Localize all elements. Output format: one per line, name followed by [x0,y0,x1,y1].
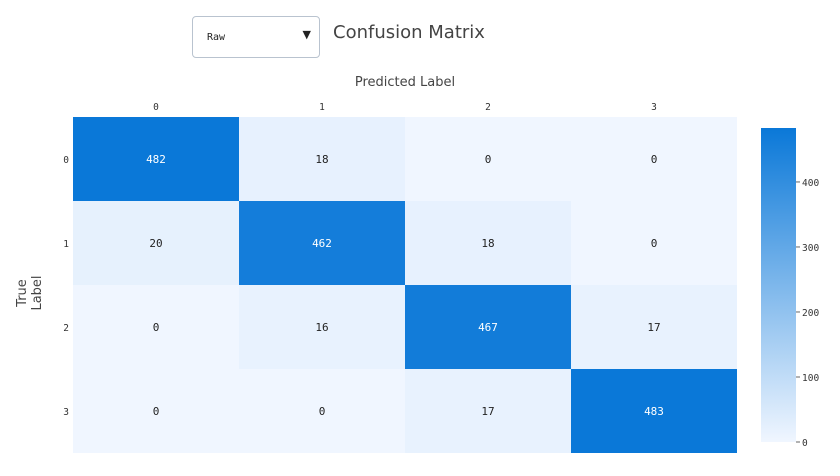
mode-select-value: Raw [207,32,226,43]
cell-value-label: 17 [481,405,494,418]
chart-title: Confusion Matrix [333,22,485,43]
y-tick-label: 2 [63,323,69,334]
cell-value-label: 462 [312,237,332,250]
cell-value-label: 0 [485,153,492,166]
cell-value-label: 482 [146,153,166,166]
heatmap-cell [73,201,239,285]
x-tick-label: 0 [153,102,159,113]
cell-value-label: 0 [153,321,160,334]
heatmap-cell [571,285,737,369]
mode-select[interactable]: Raw ▼ [192,16,320,58]
y-tick-label: 3 [63,407,69,418]
heatmap-cell [239,201,405,285]
heatmap-cell [571,201,737,285]
heatmap-cell [405,369,571,453]
y-tick-label: 0 [63,155,69,166]
chevron-down-icon: ▼ [302,28,311,41]
x-tick-label: 2 [485,102,491,113]
heatmap-cell [239,369,405,453]
heatmap-cell [405,285,571,369]
cell-value-label: 16 [315,321,328,334]
x-tick-label: 3 [651,102,657,113]
heatmap-cell [73,285,239,369]
cell-value-label: 0 [319,405,326,418]
colorbar-tick-label: 100 [802,373,819,384]
colorbar-tick-label: 0 [802,438,808,449]
colorbar-tick-label: 200 [802,308,819,319]
x-tick-label: 1 [319,102,325,113]
cell-value-label: 0 [651,153,658,166]
x-axis-label: Predicted Label [354,75,456,90]
cell-value-label: 0 [153,405,160,418]
cell-value-label: 18 [481,237,494,250]
y-tick-label: 1 [63,239,69,250]
colorbar-tick-label: 300 [802,243,819,254]
cell-value-label: 483 [644,405,664,418]
cell-value-label: 467 [478,321,498,334]
heatmap-cell [405,117,571,201]
cell-value-label: 18 [315,153,328,166]
heatmap-cell [73,369,239,453]
cell-value-label: 17 [647,321,660,334]
heatmap-cell [73,117,239,201]
heatmap-cell [239,285,405,369]
cell-value-label: 20 [149,237,162,250]
colorbar-tick-label: 400 [802,178,819,189]
heatmap-cell [571,117,737,201]
heatmap-cell [239,117,405,201]
heatmap-cell [571,369,737,453]
colorbar [761,128,796,442]
cell-value-label: 0 [651,237,658,250]
heatmap-cell [405,201,571,285]
